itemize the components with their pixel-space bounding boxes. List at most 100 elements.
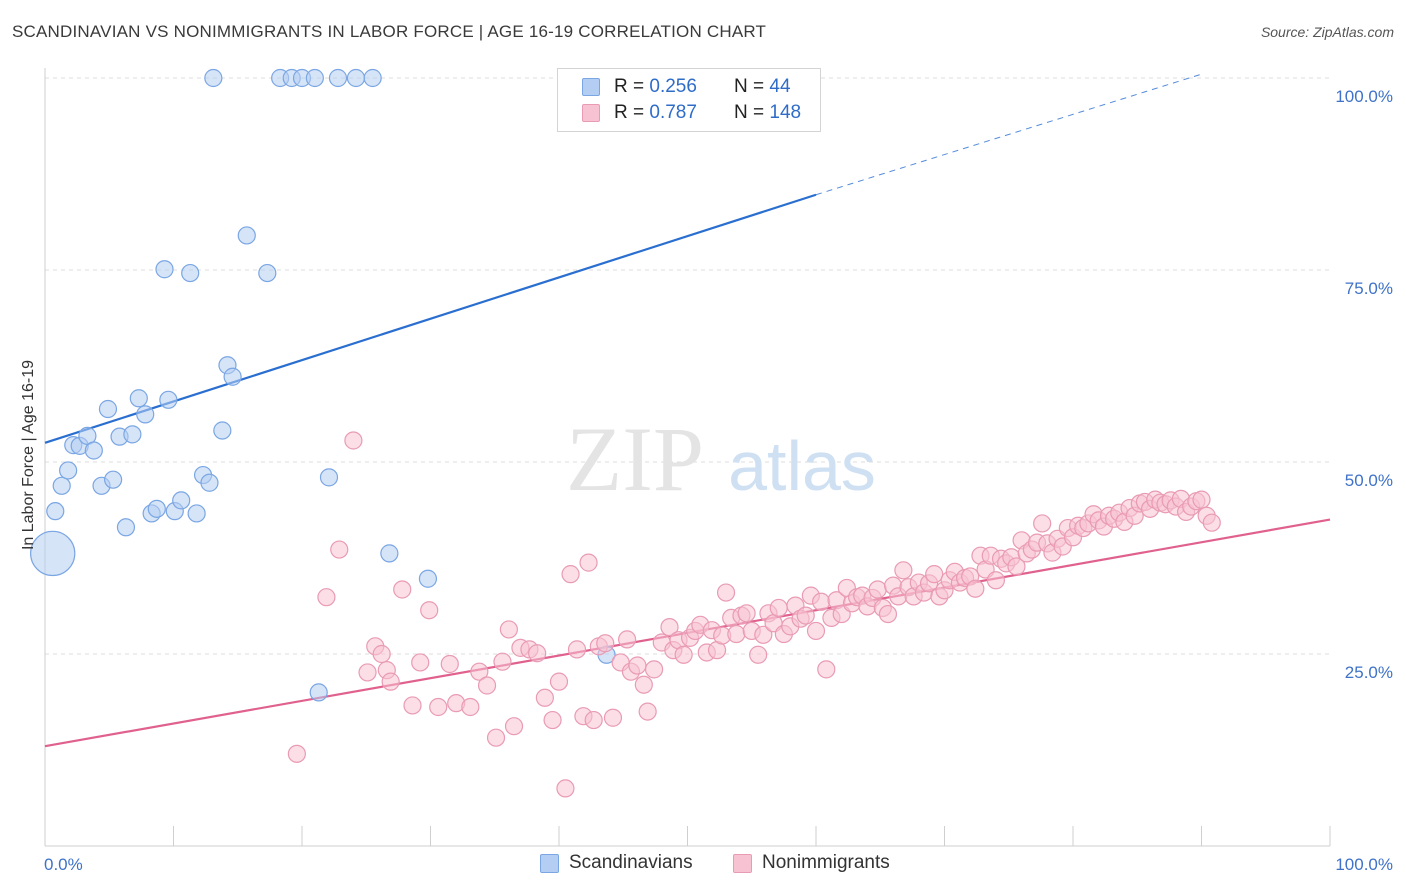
scandinavians-point <box>84 441 103 460</box>
x-tick-label: 100.0% <box>1335 855 1393 874</box>
nonimmigrants-point <box>287 744 306 763</box>
points-layer <box>30 68 1221 798</box>
nonimmigrants-point <box>1033 514 1052 533</box>
nonimmigrants-point <box>477 676 497 695</box>
scandinavians-point <box>204 68 223 88</box>
scandinavians-trend-line <box>44 193 817 444</box>
nonimmigrants-point <box>716 583 736 602</box>
nonimmigrants-point <box>461 697 480 717</box>
nonimmigrants-point <box>754 625 773 644</box>
nonimmigrants-point <box>1202 513 1221 532</box>
scandinavians-point <box>104 470 123 489</box>
bottom-legend-swatch-blue <box>540 853 559 873</box>
nonimmigrants-point <box>403 696 422 715</box>
nonimmigrants-point <box>868 580 887 599</box>
nonimmigrants-point <box>796 606 815 625</box>
watermark: ZIP atlas <box>566 408 876 510</box>
scandinavians-point <box>116 518 136 537</box>
nonimmigrants-point <box>372 644 391 664</box>
legend-n-value: 44 <box>769 76 791 97</box>
nonimmigrants-point <box>986 571 1006 590</box>
scandinavians-point <box>309 683 328 702</box>
scandinavians-point <box>155 260 174 279</box>
legend-n-label: N = <box>734 76 770 97</box>
nonimmigrants-point <box>727 624 746 644</box>
nonimmigrants-point <box>603 708 623 727</box>
grid-layer <box>45 77 1330 655</box>
nonimmigrants-point <box>535 688 554 707</box>
chart-title: SCANDINAVIAN VS NONIMMIGRANTS IN LABOR F… <box>12 22 767 41</box>
y-tick-label: 100.0% <box>1335 87 1393 106</box>
nonimmigrants-point <box>812 592 831 611</box>
nonimmigrants-point <box>749 645 768 664</box>
nonimmigrants-point <box>660 618 679 637</box>
scandinavians-point <box>380 544 399 563</box>
nonimmigrants-point <box>556 779 575 798</box>
nonimmigrants-point <box>358 663 377 682</box>
nonimmigrants-point <box>925 565 944 584</box>
y-axis-label: In Labor Force | Age 16-19 <box>20 360 37 550</box>
legend-swatch-pink <box>582 104 600 122</box>
scandinavians-point <box>46 502 65 521</box>
y-tick-label: 50.0% <box>1345 471 1393 490</box>
nonimmigrants-point <box>393 580 412 599</box>
legend-n-value: 148 <box>769 102 802 123</box>
nonimmigrants-point <box>486 728 506 747</box>
nonimmigrants-point <box>817 660 836 679</box>
nonimmigrants-point <box>584 710 603 730</box>
nonimmigrants-point <box>504 717 524 736</box>
nonimmigrants-point <box>634 675 653 694</box>
nonimmigrants-point <box>528 644 547 663</box>
nonimmigrants-point <box>561 565 580 584</box>
nonimmigrants-point <box>493 652 512 671</box>
nonimmigrants-point <box>878 604 898 624</box>
scandinavians-point <box>123 425 142 444</box>
scandinavians-point <box>59 461 78 480</box>
nonimmigrants-point <box>769 598 788 618</box>
scandinavians-point <box>418 569 438 588</box>
scandinavians-point <box>319 468 339 487</box>
nonimmigrants-point <box>579 553 598 572</box>
legend-r-value: 0.787 <box>649 102 697 123</box>
scandinavians-point <box>98 399 118 419</box>
scandinavians-point <box>52 476 71 495</box>
scandinavians-point <box>213 421 232 440</box>
nonimmigrants-point <box>894 561 913 580</box>
scandinavians-point <box>181 263 200 283</box>
scandinavians-point <box>200 473 219 492</box>
scandinavians-point <box>129 389 148 408</box>
nonimmigrants-point <box>549 672 569 691</box>
nonimmigrants-point <box>596 634 615 653</box>
nonimmigrants-point <box>966 579 985 598</box>
legend-r-label: R = <box>614 102 650 123</box>
scandinavians-point <box>187 504 206 523</box>
scandinavians-point <box>172 491 191 510</box>
bottom-legend-scandinavians: Scandinavians <box>540 852 693 874</box>
scandinavians-trend-extension <box>815 73 1202 196</box>
ticklabel-layer: 25.0% 50.0% 75.0% 100.0% 0.0% 100.0% <box>44 87 1393 874</box>
legend: R = 0.256 N = 44 R = 0.787 N = 148 <box>557 68 821 132</box>
axes-layer <box>44 68 1331 847</box>
legend-row-nonimmigrants: R = 0.787 N = 148 <box>558 100 801 126</box>
scandinavians-point <box>30 530 76 577</box>
nonimmigrants-point <box>737 604 756 623</box>
bottom-legend-label: Nonimmigrants <box>762 852 890 873</box>
nonimmigrants-point <box>381 672 400 691</box>
scandinavians-point <box>363 68 382 88</box>
nonimmigrants-point <box>344 431 363 450</box>
legend-r-value: 0.256 <box>649 76 697 97</box>
legend-n-label: N = <box>734 102 770 123</box>
y-tick-label: 75.0% <box>1345 279 1393 298</box>
scandinavians-point <box>136 405 155 424</box>
bottom-legend-swatch-pink <box>733 853 752 873</box>
scandinavians-point <box>159 390 178 409</box>
nonimmigrants-point <box>644 660 664 679</box>
nonimmigrants-point <box>1007 557 1026 576</box>
nonimmigrants-point <box>317 588 336 607</box>
legend-row-scandinavians: R = 0.256 N = 44 <box>558 74 791 100</box>
scandinavians-point <box>328 68 348 88</box>
nonimmigrants-point <box>330 540 349 559</box>
bottom-legend-nonimmigrants: Nonimmigrants <box>733 852 890 874</box>
chart-source: Source: ZipAtlas.com <box>1260 24 1394 40</box>
